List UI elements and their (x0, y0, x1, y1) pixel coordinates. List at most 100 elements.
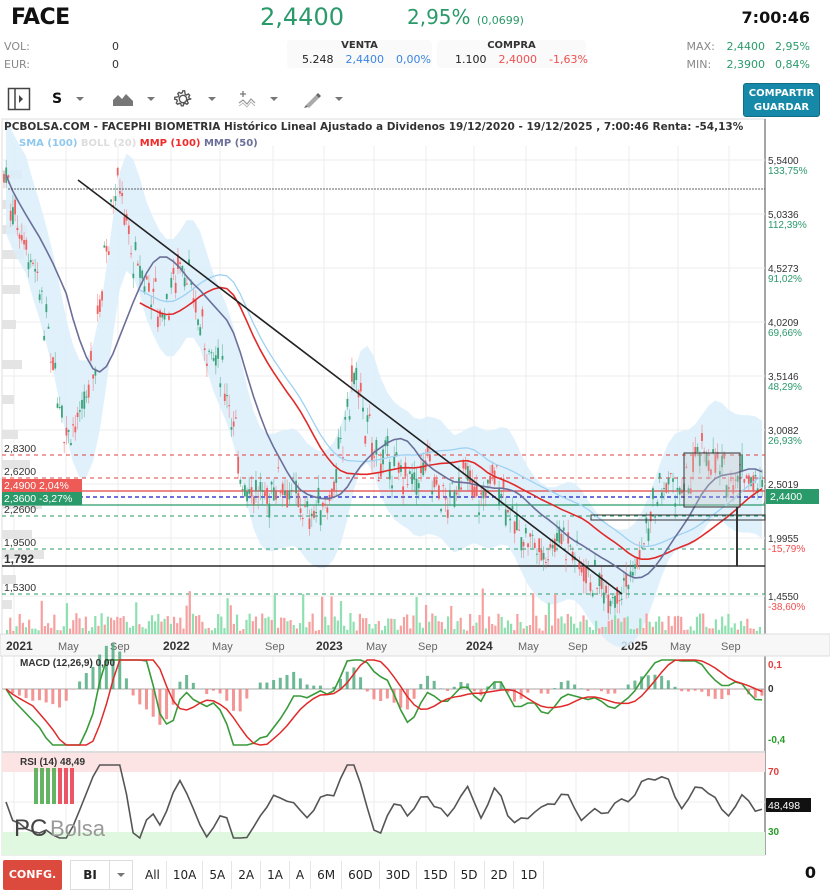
svg-text:-38,60%: -38,60% (768, 602, 805, 613)
chart-toolbar: S (0, 82, 830, 116)
chart-title: PCBOLSA.COM - FACEPHI BIOMETRIA Históric… (4, 121, 744, 133)
last-price: 2,4400 (260, 3, 344, 31)
range-all[interactable]: All (139, 860, 167, 889)
range-10a[interactable]: 10A (167, 860, 204, 889)
range-1a[interactable]: 1A (261, 860, 290, 889)
min-pct: 0,84% (775, 58, 810, 71)
drawing-dropdown[interactable] (303, 86, 343, 112)
svg-text:Sep: Sep (110, 641, 130, 653)
scale-label: S (52, 91, 63, 107)
compra-label: COMPRA (487, 40, 536, 51)
svg-text:May: May (670, 641, 691, 653)
panel-toggle-button[interactable] (7, 86, 31, 112)
max-pct: 2,95% (775, 40, 810, 53)
svg-text:May: May (212, 641, 233, 653)
range-60d[interactable]: 60D (342, 860, 380, 889)
svg-text:69,66%: 69,66% (768, 328, 802, 339)
range-5d[interactable]: 5D (455, 860, 485, 889)
svg-text:Sep: Sep (418, 641, 438, 653)
svg-text:5,5400: 5,5400 (768, 156, 799, 167)
compra-pct: -1,63% (549, 53, 588, 66)
svg-text:2,4900 2,04%: 2,4900 2,04% (4, 480, 69, 492)
range-30d[interactable]: 30D (380, 860, 418, 889)
svg-text:1,5300: 1,5300 (4, 582, 36, 594)
svg-text:2022: 2022 (163, 639, 190, 653)
svg-text:5,0336: 5,0336 (768, 210, 799, 221)
chevron-down-icon (270, 97, 278, 101)
interval-select[interactable]: BI (70, 859, 133, 890)
rsi-label: RSI (14) 48,49 (20, 757, 85, 768)
legend-mmp100[interactable]: MMP (100) (139, 138, 201, 149)
svg-text:26,93%: 26,93% (768, 436, 802, 447)
indicators-icon (238, 91, 256, 108)
svg-text:2024: 2024 (466, 639, 493, 653)
area-chart-icon (113, 94, 133, 106)
range-buttons: All 10A 5A 2A 1A A 6M 60D 30D 15D 5D 2D 1D (139, 860, 545, 889)
svg-text:2023: 2023 (316, 639, 343, 653)
max-price: 2,4400 (726, 40, 766, 53)
range-6m[interactable]: 6M (311, 860, 343, 889)
range-2d[interactable]: 2D (485, 860, 515, 889)
svg-text:0: 0 (768, 684, 774, 695)
scale-dropdown[interactable]: S (52, 86, 85, 112)
chart-type-dropdown[interactable] (113, 86, 155, 112)
svg-text:3,5146: 3,5146 (768, 372, 799, 383)
compra-price: 2,4000 (498, 53, 538, 66)
config-button[interactable]: CONFG. (3, 859, 62, 890)
svg-text:-0,4: -0,4 (768, 735, 786, 746)
venta-box: VENTA 5.248 2,4400 0,00% (287, 40, 432, 68)
svg-text:112,39%: 112,39% (768, 220, 807, 231)
svg-text:Sep: Sep (721, 641, 741, 653)
chart-area[interactable]: 2021 May Sep 2022 May Sep 2023 May Sep 2024 May Sep… (0, 116, 830, 856)
macd-label: MACD (12,26,9) 0,00 (20, 658, 115, 669)
indicator-legend: SMA (100) BOLL (20) MMP (100) MMP (50) (19, 138, 258, 149)
legend-boll20[interactable]: BOLL (20) (80, 138, 137, 149)
svg-text:2,2600: 2,2600 (4, 504, 36, 516)
chevron-down-icon (208, 97, 216, 101)
svg-text:2,3600 -3,27%: 2,3600 -3,27% (4, 493, 72, 505)
watermark-pc: PC (14, 815, 47, 842)
interval-value: BI (71, 860, 110, 889)
save-label: GUARDAR (753, 102, 810, 113)
svg-text:4,5273: 4,5273 (768, 264, 799, 275)
settings-dropdown[interactable] (172, 86, 216, 112)
svg-text:2021: 2021 (6, 639, 33, 653)
range-2a[interactable]: 2A (232, 860, 262, 889)
legend-mmp50[interactable]: MMP (50) (203, 138, 258, 149)
svg-text:Sep: Sep (265, 641, 285, 653)
panel-toggle-icon (7, 87, 31, 111)
svg-text:70: 70 (768, 767, 780, 778)
volume-row: VOL: 0 (4, 40, 119, 53)
quote-header: FACE 2,4400 2,95% (0,0699) 7:00:46 VOL: … (0, 0, 830, 78)
svg-text:Sep: Sep (568, 641, 588, 653)
change-percent: 2,95% (407, 5, 471, 29)
svg-text:1,792: 1,792 (4, 552, 34, 566)
chevron-down-icon (335, 97, 343, 101)
range-5a[interactable]: 5A (203, 860, 233, 889)
venta-price: 2,4400 (345, 53, 385, 66)
svg-text:0,1: 0,1 (768, 660, 782, 671)
price-change: 2,95% (0,0699) (407, 5, 524, 29)
indicators-dropdown[interactable] (238, 86, 278, 112)
venta-label: VENTA (341, 40, 378, 51)
max-label: MAX: (686, 40, 715, 53)
volume-value: 0 (112, 40, 119, 53)
venta-pct: 0,00% (396, 53, 431, 66)
min-row: MIN: 2,3900 0,84% (687, 58, 810, 71)
svg-text:4,0209: 4,0209 (768, 318, 799, 329)
bottom-right-value: 0 (804, 863, 816, 882)
svg-text:133,75%: 133,75% (768, 166, 808, 177)
price-chart[interactable]: 2021 May Sep 2022 May Sep 2023 May Sep 2024 May Sep… (0, 116, 830, 856)
compra-box: COMPRA 1.100 2,4000 -1,63% (437, 40, 588, 68)
eur-label: EUR: (4, 58, 31, 71)
range-a[interactable]: A (290, 860, 312, 889)
svg-text:91,02%: 91,02% (768, 274, 802, 285)
share-save-button[interactable]: COMPARTIR GUARDAR (743, 83, 820, 117)
svg-text:48,29%: 48,29% (768, 382, 802, 393)
svg-text:2,5019: 2,5019 (768, 480, 799, 491)
svg-text:3,0082: 3,0082 (768, 426, 799, 437)
range-15d[interactable]: 15D (417, 860, 455, 889)
legend-sma100[interactable]: SMA (100) (19, 138, 78, 149)
share-label: COMPARTIR (748, 88, 815, 99)
range-1d[interactable]: 1D (514, 860, 545, 889)
